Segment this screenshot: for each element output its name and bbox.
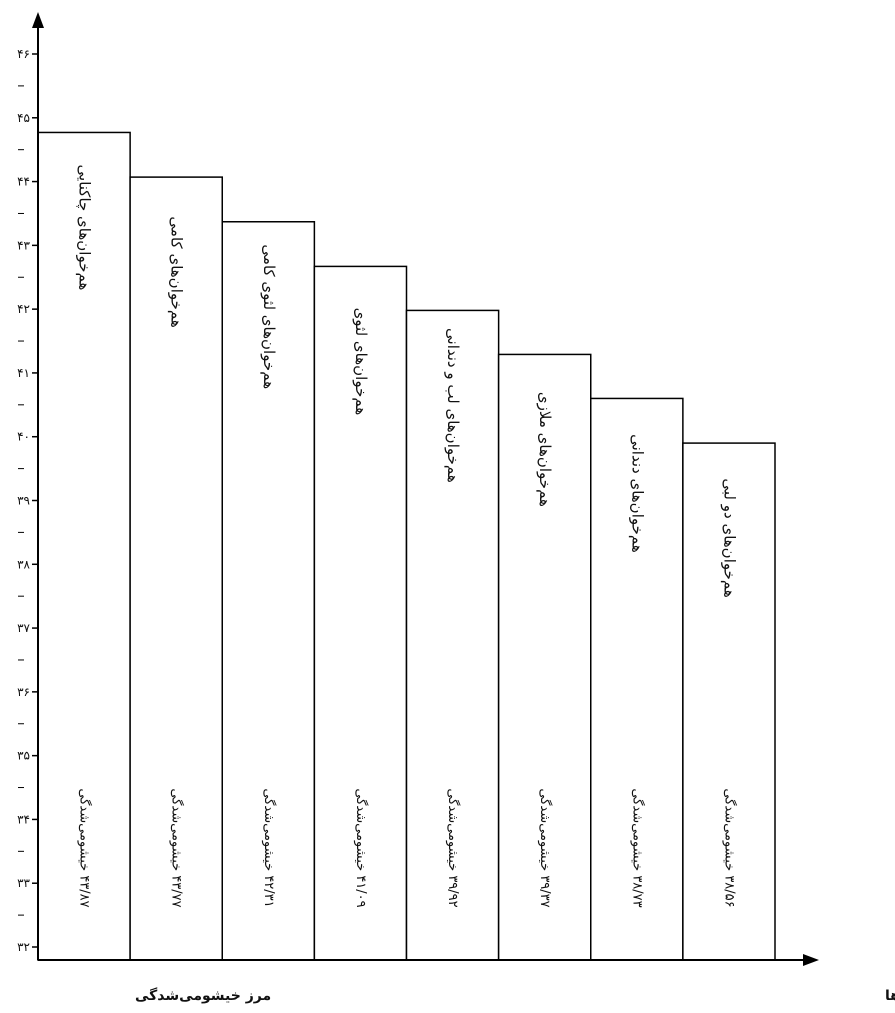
- axes-group: ۳۲ ۳۳ ۳۴ ۳۵ ۳۶ ۳۷ ۳۸ ۳۹ ۴۰ ۴۱ ۴۲ ۴۳ ۴۴ ۴۵ ۴۶: [17, 12, 819, 966]
- data-label: ۳۹/۹۲ خیشومی‌شدگی: [445, 788, 461, 907]
- y-tick-label: ۳۸: [17, 557, 30, 571]
- data-label: ۴۳/۸۷ خیشومی‌شدگی: [77, 788, 93, 907]
- y-tick-label: ۴۳: [17, 238, 30, 252]
- y-axis-arrow: [32, 12, 44, 28]
- data-label: ۳۸/۵۶ خیشومی‌شدگی: [721, 788, 737, 907]
- data-label: ۳۸/۷۳ خیشومی‌شدگی: [629, 788, 645, 907]
- data-label: ۴۳/۷۷ خیشومی‌شدگی: [169, 788, 185, 907]
- category-label: هم‌خوان‌های دو لبی: [720, 478, 738, 597]
- bar: [221, 221, 316, 961]
- y-tick-label: ۴۴: [17, 175, 30, 189]
- category-label: هم‌خوان‌های لب و دندانی: [444, 328, 462, 483]
- category-label: هم‌خوان‌های کامی: [168, 216, 186, 327]
- y-axis-label: مرز خیشومی‌شدگی: [135, 987, 271, 1004]
- bars-group: هم‌خوان‌های چاکنایی ۴۳/۸۷ خیشومی‌شدگی هم‌خ…: [37, 131, 776, 961]
- y-tick-label: ۴۲: [17, 302, 30, 316]
- category-label: هم‌خوان‌های چاکنایی: [76, 165, 94, 291]
- y-tick-label: ۴۵: [17, 111, 30, 125]
- category-label: هم‌خوان‌های لثوی: [352, 308, 370, 416]
- y-tick-label: ۴۱: [17, 366, 30, 380]
- y-tick-label: ۳۴: [17, 812, 30, 826]
- data-label: ۴۲/۳۱ خیشومی‌شدگی: [261, 788, 277, 907]
- y-tick-label: ۳۷: [17, 621, 30, 635]
- category-label: هم‌خوان‌های دندانی: [628, 434, 646, 553]
- y-tick-label: ۴۰: [17, 430, 30, 444]
- y-tick-label: ۳۹: [17, 494, 30, 508]
- data-label: ۳۹/۳۷ خیشومی‌شدگی: [537, 788, 553, 907]
- y-tick-label: ۳۳: [17, 876, 30, 890]
- y-tick-label: ۳۶: [17, 685, 30, 699]
- bar: [497, 353, 592, 961]
- x-axis-label: جایگاه تولید هم‌خوان‌ها: [885, 987, 895, 1004]
- x-axis-arrow: [803, 954, 819, 966]
- data-label: ۴۱/۰۹ خیشومی‌شدگی: [353, 788, 369, 907]
- y-tick-label: ۴۶: [17, 47, 30, 61]
- category-label: هم‌خوان‌های ملازی: [536, 392, 554, 507]
- category-label: هم‌خوان‌های لثوی کامی: [260, 244, 278, 389]
- bar: [682, 442, 776, 961]
- bar: [405, 309, 500, 961]
- y-tick-label: ۳۵: [17, 749, 30, 763]
- bar: [313, 265, 408, 961]
- y-tick-label: ۳۲: [17, 940, 30, 954]
